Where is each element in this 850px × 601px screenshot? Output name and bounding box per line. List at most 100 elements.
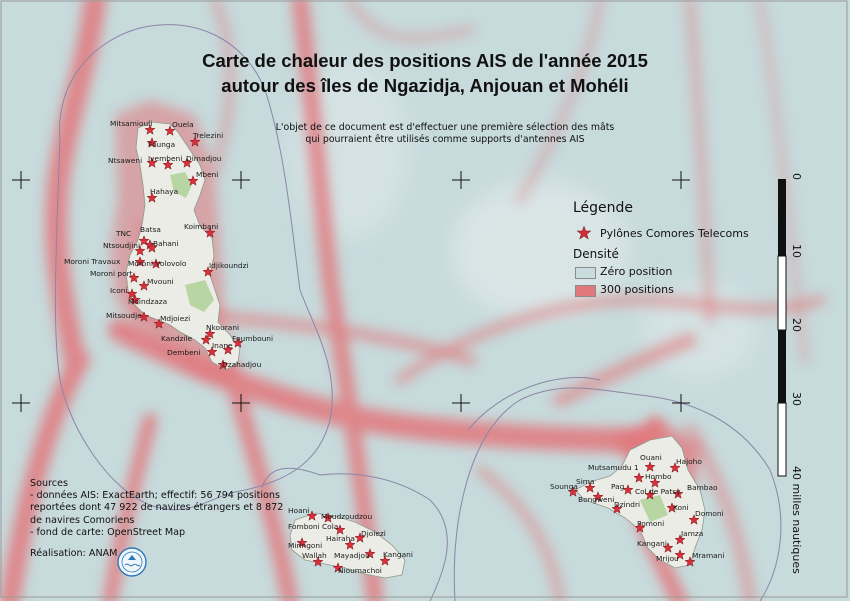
pylon-star-icon[interactable]	[204, 328, 216, 339]
place-label: Idjikoundzi	[209, 261, 249, 270]
place-label: Wallah	[302, 551, 327, 560]
pylon-star-icon[interactable]	[688, 514, 700, 525]
pylon-star-icon[interactable]	[146, 157, 158, 168]
place-label: Moroni Volovolo	[128, 259, 187, 268]
pylon-star-icon[interactable]	[306, 510, 318, 521]
place-label: Kangani	[637, 539, 667, 548]
pylon-star-icon[interactable]	[674, 549, 686, 560]
pylon-star-icon[interactable]	[344, 539, 356, 550]
pylon-star-icon[interactable]	[222, 344, 234, 355]
pylon-star-icon[interactable]	[644, 461, 656, 472]
pylon-star-icon[interactable]	[206, 346, 218, 357]
map-subtitle: L'objet de ce document est d'effectuer u…	[270, 122, 620, 146]
pylon-star-icon[interactable]	[684, 556, 696, 567]
pylon-star-icon[interactable]	[204, 227, 216, 238]
place-label: Hoani	[288, 506, 309, 515]
legend-title: Légende	[573, 200, 634, 216]
place-label: Mramani	[692, 551, 724, 560]
pylon-star-icon[interactable]	[150, 258, 162, 269]
pylon-star-icon[interactable]	[322, 512, 334, 523]
scale-tick-20: 20	[790, 318, 803, 332]
pylon-star-icon[interactable]	[622, 484, 634, 495]
pylon-star-icon[interactable]	[649, 477, 661, 488]
place-label: Fomboni Cola	[288, 522, 338, 531]
pylon-star-icon[interactable]	[232, 337, 244, 348]
place-label: Kandzile	[161, 334, 193, 343]
sources-line-5: - fond de carte: OpenStreet Map	[30, 526, 186, 538]
pylon-star-icon[interactable]	[592, 491, 604, 502]
pylon-star-icon[interactable]	[364, 548, 376, 559]
pylon-legend-icon	[577, 226, 591, 240]
pylon-star-icon[interactable]	[217, 359, 229, 370]
pylon-star-icon[interactable]	[162, 159, 174, 170]
pylon-star-icon[interactable]	[164, 125, 176, 136]
scale-tick-10: 10	[790, 244, 803, 258]
pylon-star-icon[interactable]	[146, 192, 158, 203]
pylon-star-icon[interactable]	[674, 534, 686, 545]
pylon-star-icon[interactable]	[669, 462, 681, 473]
pylon-star-icon[interactable]	[666, 502, 678, 513]
pylon-star-icon[interactable]	[129, 294, 141, 305]
scale-tick-0: 0	[790, 173, 803, 180]
pylon-star-icon[interactable]	[144, 124, 156, 135]
place-label: Dembeni	[167, 348, 200, 357]
pylon-star-icon[interactable]	[332, 562, 344, 573]
pylon-star-icon[interactable]	[633, 472, 645, 483]
pylon-star-icon[interactable]	[181, 157, 193, 168]
place-label: Col de Patsy	[635, 487, 681, 496]
anam-seal-icon	[117, 547, 147, 577]
place-label: Moroni port	[90, 269, 133, 278]
pylon-star-icon[interactable]	[146, 137, 158, 148]
place-label: Trelezini	[192, 131, 223, 140]
place-label: Mbeni	[196, 170, 218, 179]
sources-block: Sources - données AIS: ExactEarth; effec…	[30, 478, 283, 539]
place-label: Batsa	[140, 225, 161, 234]
pylon-star-icon[interactable]	[644, 489, 656, 500]
pylon-star-icon[interactable]	[354, 532, 366, 543]
legend-zero-swatch	[575, 267, 596, 279]
pylon-star-icon[interactable]	[584, 482, 596, 493]
pylon-star-icon[interactable]	[202, 266, 214, 277]
pylon-star-icon[interactable]	[312, 556, 324, 567]
pylon-star-icon[interactable]	[126, 288, 138, 299]
place-label: Mutsamudu 1	[588, 463, 639, 472]
sources-line-2: - données AIS: ExactEarth; effectif: 56 …	[30, 490, 280, 502]
legend-density-label: Densité	[573, 247, 619, 261]
pylon-star-icon[interactable]	[138, 280, 150, 291]
pylon-star-icon[interactable]	[138, 311, 150, 322]
place-label: Dzahadjou	[222, 360, 262, 369]
scale-bar	[777, 179, 787, 477]
scale-tick-30: 30	[790, 392, 803, 406]
pylon-star-icon[interactable]	[567, 486, 579, 497]
pylon-star-icon[interactable]	[634, 522, 646, 533]
pylon-star-icon[interactable]	[662, 542, 674, 553]
pylon-star-icon[interactable]	[146, 242, 158, 253]
place-label: Moroni Travaux	[64, 257, 121, 266]
sources-line-4: de navires Comoriens	[30, 514, 135, 526]
pylon-star-icon[interactable]	[189, 136, 201, 147]
pylon-star-icon[interactable]	[134, 256, 146, 267]
pylon-star-icon[interactable]	[379, 555, 391, 566]
realisation-credit: Réalisation: ANAM	[30, 548, 118, 559]
place-label: Sima	[576, 477, 594, 486]
place-label: Ntsoudjini	[103, 241, 140, 250]
pylon-star-icon[interactable]	[611, 503, 623, 514]
pylon-star-icon[interactable]	[296, 537, 308, 548]
grid-crosses	[12, 171, 690, 412]
pylon-star-icon[interactable]	[128, 272, 140, 283]
pylon-star-icon[interactable]	[187, 175, 199, 186]
legend-max-swatch	[575, 285, 596, 297]
pylon-star-icon[interactable]	[200, 334, 212, 345]
pylon-star-icon[interactable]	[334, 524, 346, 535]
map-title-line-2: autour des îles de Ngazidja, Anjouan et …	[221, 75, 629, 96]
pylon-star-icon[interactable]	[138, 235, 150, 246]
place-label: Moindzaza	[128, 297, 167, 306]
anjouan-forest	[640, 495, 668, 522]
place-label: Kangani	[383, 550, 413, 559]
pylon-star-icon[interactable]	[672, 488, 684, 499]
pylon-star-icon[interactable]	[134, 245, 146, 256]
pylon-star-icon[interactable]	[153, 318, 165, 329]
place-label: Sounga	[550, 482, 578, 491]
place-label: Dzindri	[614, 500, 640, 509]
